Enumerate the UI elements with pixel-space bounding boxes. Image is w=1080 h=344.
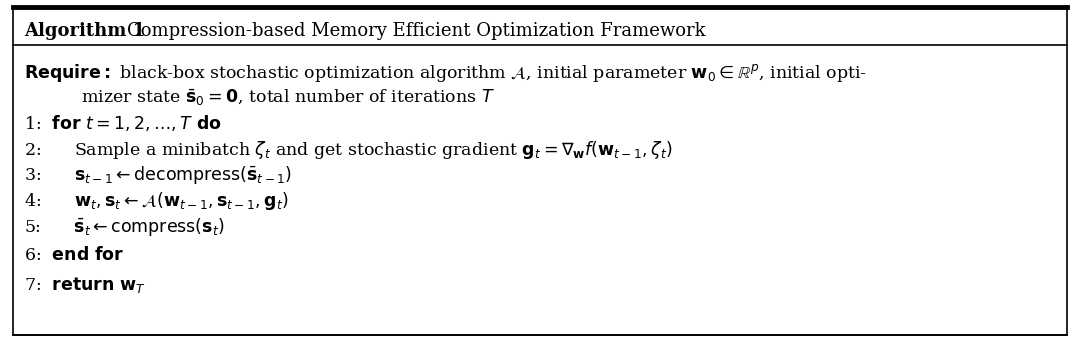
Text: mizer state $\bar{\mathbf{s}}_0 = \mathbf{0}$, total number of iterations $T$: mizer state $\bar{\mathbf{s}}_0 = \mathb… <box>81 88 495 108</box>
Text: 1:  $\mathbf{for}$ $t=1,2,\ldots,T$ $\mathbf{do}$: 1: $\mathbf{for}$ $t=1,2,\ldots,T$ $\mat… <box>24 113 221 133</box>
Text: 5:      $\bar{\mathbf{s}}_t \leftarrow \mathrm{compress}(\mathbf{s}_t)$: 5: $\bar{\mathbf{s}}_t \leftarrow \mathr… <box>24 216 225 238</box>
Text: 6:  $\mathbf{end\ for}$: 6: $\mathbf{end\ for}$ <box>24 246 124 264</box>
Text: $\mathbf{Require:}$ black-box stochastic optimization algorithm $\mathcal{A}$, i: $\mathbf{Require:}$ black-box stochastic… <box>24 62 867 84</box>
FancyBboxPatch shape <box>13 7 1067 335</box>
Text: Compression-based Memory Efficient Optimization Framework: Compression-based Memory Efficient Optim… <box>127 22 706 40</box>
Text: 2:      Sample a minibatch $\zeta_t$ and get stochastic gradient $\mathbf{g}_t =: 2: Sample a minibatch $\zeta_t$ and get … <box>24 139 673 161</box>
Text: 7:  $\mathbf{return}$ $\mathbf{w}_T$: 7: $\mathbf{return}$ $\mathbf{w}_T$ <box>24 275 146 295</box>
Text: Algorithm 1: Algorithm 1 <box>24 22 145 40</box>
Text: 3:      $\mathbf{s}_{t-1} \leftarrow \mathrm{decompress}(\bar{\mathbf{s}}_{t-1}): 3: $\mathbf{s}_{t-1} \leftarrow \mathrm{… <box>24 164 292 186</box>
Text: 4:      $\mathbf{w}_t, \mathbf{s}_t \leftarrow \mathcal{A}(\mathbf{w}_{t-1},\mat: 4: $\mathbf{w}_t, \mathbf{s}_t \leftarro… <box>24 190 288 212</box>
